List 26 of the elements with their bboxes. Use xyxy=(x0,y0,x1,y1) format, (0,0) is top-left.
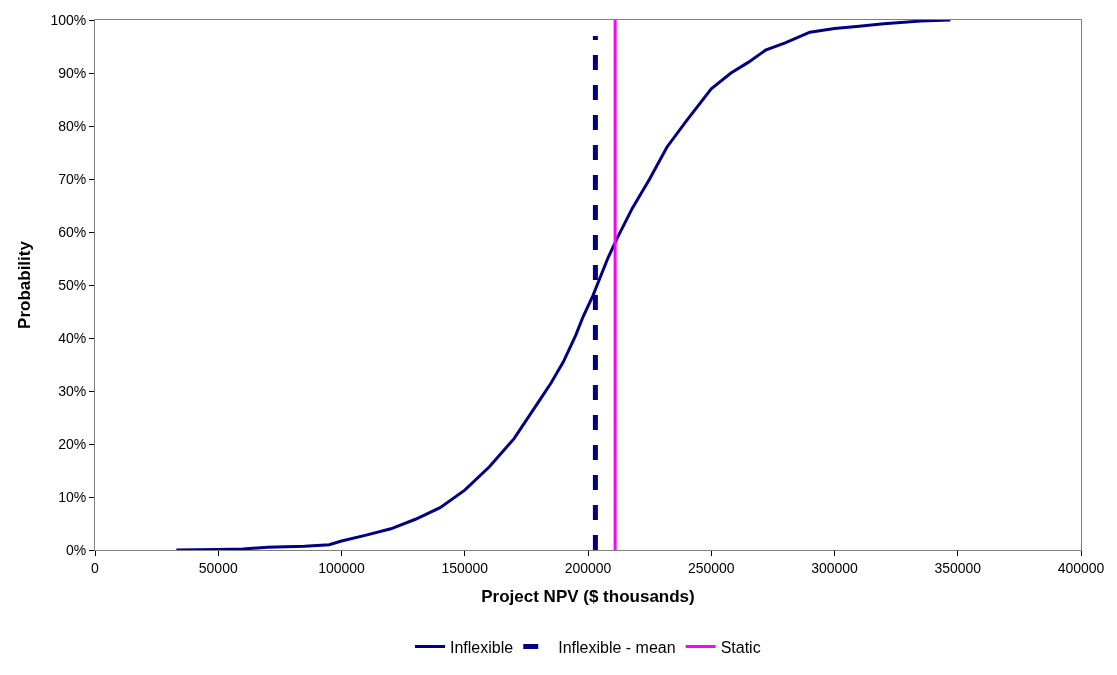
line-series xyxy=(174,20,952,550)
y-tick-label: 40% xyxy=(58,329,87,346)
y-tick-label: 60% xyxy=(58,223,87,240)
legend-label: Inflexible - mean xyxy=(558,638,676,656)
x-axis-title: Project NPV ($ thousands) xyxy=(481,587,695,607)
x-tick-label: 350000 xyxy=(934,559,982,576)
y-tick-label: 30% xyxy=(58,382,87,399)
x-tick-label: 50000 xyxy=(198,559,238,576)
x-tick-label: 400000 xyxy=(1057,559,1105,576)
x-tick-label: 200000 xyxy=(564,559,612,576)
y-tick-label: 0% xyxy=(65,541,87,558)
x-tick-label: 250000 xyxy=(687,559,735,576)
y-tick-label: 90% xyxy=(58,64,87,81)
y-tick-label: 70% xyxy=(58,170,87,187)
x-tick-label: 100000 xyxy=(318,559,366,576)
y-tick-label: 50% xyxy=(58,276,87,293)
x-tick-label: 150000 xyxy=(441,559,489,576)
y-tick-label: 100% xyxy=(50,11,87,28)
y-tick-label: 10% xyxy=(58,488,87,505)
x-tick-label: 300000 xyxy=(811,559,859,576)
y-tick-label: 20% xyxy=(58,435,87,452)
legend-label: Inflexible xyxy=(450,638,514,656)
y-tick-label: 80% xyxy=(58,117,87,134)
y-axis-title: Probability xyxy=(14,240,34,329)
legend-label: Static xyxy=(720,638,761,656)
x-tick-label: 0 xyxy=(91,559,100,576)
